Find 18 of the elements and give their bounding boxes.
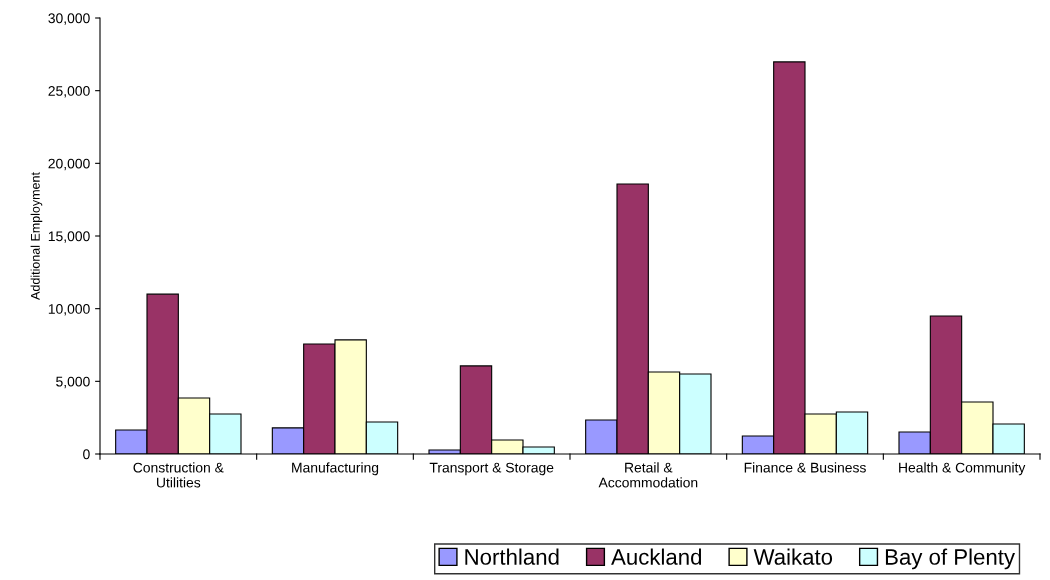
y-axis-title: Additional Employment: [30, 172, 43, 300]
legend-label: Bay of Plenty: [885, 548, 1016, 570]
legend-label: Northland: [465, 548, 559, 565]
x-tick-label: Retail & Accommodation: [598, 462, 698, 488]
y-tick-label: 15,000: [48, 231, 90, 243]
y-tick-label: 20,000: [48, 158, 90, 171]
x-tick-label: Finance & Business: [744, 462, 866, 473]
y-tick-label: 30,000: [48, 13, 90, 25]
y-tick-label: 25,000: [48, 86, 90, 98]
x-tick-label: Transport & Storage: [429, 462, 554, 476]
legend-label: Auckland: [611, 548, 702, 565]
y-tick-label: 0: [83, 449, 90, 460]
x-tick-label: Construction & Utilities: [133, 462, 224, 488]
legend-label: Waikato: [753, 548, 833, 565]
y-tick-label: 5,000: [56, 376, 90, 389]
x-tick-label: Health & Community: [899, 462, 1026, 476]
x-tick-label: Manufacturing: [292, 462, 379, 476]
y-tick-label: 10,000: [48, 304, 90, 316]
